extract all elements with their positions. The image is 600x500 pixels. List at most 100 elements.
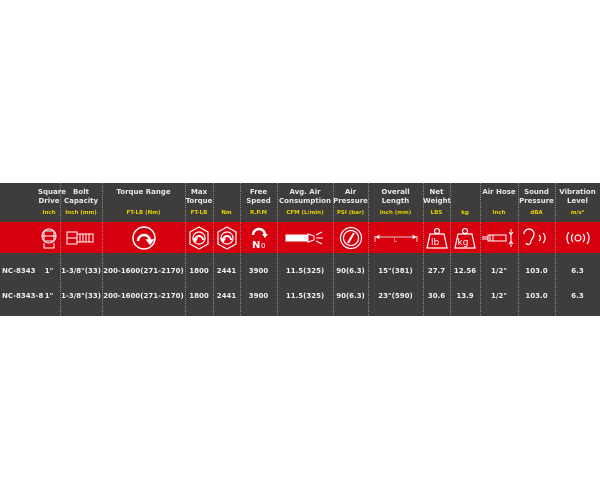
- vibration-icon: [555, 225, 600, 250]
- column-title: Sound Pressure: [519, 188, 554, 205]
- value-cell: 2441: [216, 292, 237, 300]
- column-square_drive: Square Drive Inch 1" 1": [38, 183, 66, 316]
- column-max_torque_nm: Nm 2441 2441: [213, 183, 240, 316]
- column-sound_pressure: Sound Pressure dBA 103.0 103.0: [518, 183, 555, 316]
- column-title: Torque Range: [116, 188, 171, 196]
- max-torque-icon: [213, 225, 240, 250]
- column-title: Net Weight: [423, 188, 451, 205]
- column-title: Avg. Air Consumption: [279, 188, 331, 205]
- column-title: Square Drive: [38, 188, 66, 205]
- column-divider: [60, 183, 61, 316]
- column-model: NC-8343 NC-8343-8: [0, 183, 44, 316]
- column-weight_lbs: Net Weight LBS lb 27.7 30.6: [423, 183, 451, 316]
- value-cell: 1": [44, 267, 54, 275]
- column-divider: [480, 183, 481, 316]
- column-unit: FT-LB: [190, 210, 208, 216]
- value-cell: 1-3/8"(33): [61, 267, 101, 275]
- column-air_hose: Air Hose Inch 1/2" 1/2": [480, 183, 518, 316]
- value-cell: 1-3/8"(33): [61, 292, 101, 300]
- column-title: Vibration Level: [559, 188, 596, 205]
- column-bolt_capacity: Bolt Capacity Inch (mm) 1-3/8"(33) 1-3/8"(3…: [60, 183, 102, 316]
- column-divider: [555, 183, 556, 316]
- column-air_consumption: Avg. Air Consumption CFM (L/min) 11.5(325)…: [277, 183, 333, 316]
- value-cell: 1800: [189, 292, 209, 300]
- svg-text:N: N: [252, 240, 260, 249]
- column-unit: Inch (mm): [379, 210, 412, 216]
- column-unit: FT-LB (Nm): [126, 210, 161, 216]
- svg-text:lb: lb: [431, 238, 440, 248]
- column-title: Max Torque: [185, 188, 213, 205]
- value-cell: 1/2": [491, 267, 507, 275]
- column-vibration: Vibration Level m/s² 6.3 6.3: [555, 183, 600, 316]
- value-cell: 13.9: [456, 292, 474, 300]
- model-cell: NC-8343: [2, 267, 36, 275]
- air-consumption-icon: [277, 225, 333, 250]
- column-weight_kg: kg kg 12.56 13.9: [450, 183, 480, 316]
- column-unit: kg: [461, 210, 469, 216]
- column-title: Bolt Capacity: [63, 188, 99, 205]
- column-divider: [368, 183, 369, 316]
- column-unit: Inch: [42, 210, 56, 216]
- weight-lb-icon: lb: [423, 225, 450, 250]
- value-cell: 15"(381): [378, 267, 413, 275]
- torque-arrow-icon: [102, 225, 185, 250]
- column-unit: LBS: [430, 210, 443, 216]
- column-title: Air Hose: [482, 188, 516, 196]
- value-cell: 30.6: [427, 292, 446, 300]
- svg-text:kg: kg: [458, 238, 469, 248]
- ear-sound-icon: [518, 225, 555, 250]
- column-divider: [102, 183, 103, 316]
- column-torque_range: Torque Range FT-LB (Nm) 200-1600(271-2170)…: [102, 183, 185, 316]
- column-unit: R.P.M: [249, 210, 267, 216]
- svg-text:L: L: [394, 238, 397, 243]
- value-cell: 23"(590): [378, 292, 413, 300]
- model-cell: NC-8343-8: [2, 292, 44, 300]
- value-cell: 200-1600(271-2170): [103, 267, 184, 275]
- value-cell: 2441: [216, 267, 237, 275]
- value-cell: 6.3: [571, 267, 584, 275]
- value-cell: 3900: [248, 292, 269, 300]
- pressure-gauge-icon: [333, 225, 368, 250]
- value-cell: 6.3: [571, 292, 584, 300]
- svg-text:0: 0: [261, 242, 265, 249]
- column-divider: [185, 183, 186, 316]
- column-unit: Inch (mm): [65, 210, 97, 216]
- bolt-icon: [60, 225, 102, 250]
- square-drive-icon: [38, 225, 60, 250]
- weight-kg-icon: kg: [450, 225, 480, 250]
- column-unit: dBA: [530, 210, 543, 216]
- column-divider: [213, 183, 214, 316]
- column-title: Air Pressure: [333, 188, 368, 205]
- max-torque-icon: [185, 225, 213, 250]
- value-cell: 90(6.3): [336, 267, 365, 275]
- column-divider: [240, 183, 241, 316]
- column-unit: Nm: [221, 210, 232, 216]
- column-free_speed: Free Speed R.P.M N 0 3900 3900: [240, 183, 277, 316]
- value-cell: 103.0: [525, 292, 548, 300]
- value-cell: 11.5(325): [285, 292, 325, 300]
- column-max_torque_ftlb: Max Torque FT-LB 1800 1800: [185, 183, 213, 316]
- value-cell: 27.7: [427, 267, 446, 275]
- length-icon: L: [368, 225, 423, 250]
- column-title: Overall Length: [381, 188, 410, 205]
- value-cell: 1/2": [491, 292, 507, 300]
- value-cell: 1800: [189, 267, 209, 275]
- column-divider: [423, 183, 424, 316]
- column-divider: [333, 183, 334, 316]
- column-unit: PSI (bar): [336, 210, 365, 216]
- column-unit: Inch: [492, 210, 506, 216]
- column-divider: [450, 183, 451, 316]
- column-unit: m/s²: [570, 210, 585, 216]
- value-cell: 11.5(325): [285, 267, 325, 275]
- column-air_pressure: Air Pressure PSI (bar) 90(6.3) 90(6.3): [333, 183, 368, 316]
- value-cell: 1": [44, 292, 54, 300]
- column-unit: CFM (L/min): [286, 210, 324, 216]
- column-overall_length: Overall Length Inch (mm) L 15"(381) 23"(590): [368, 183, 423, 316]
- air-hose-icon: [480, 225, 518, 250]
- value-cell: 12.56: [453, 267, 477, 275]
- value-cell: 3900: [248, 267, 269, 275]
- value-cell: 200-1600(271-2170): [103, 292, 184, 300]
- column-divider: [277, 183, 278, 316]
- value-cell: 90(6.3): [336, 292, 365, 300]
